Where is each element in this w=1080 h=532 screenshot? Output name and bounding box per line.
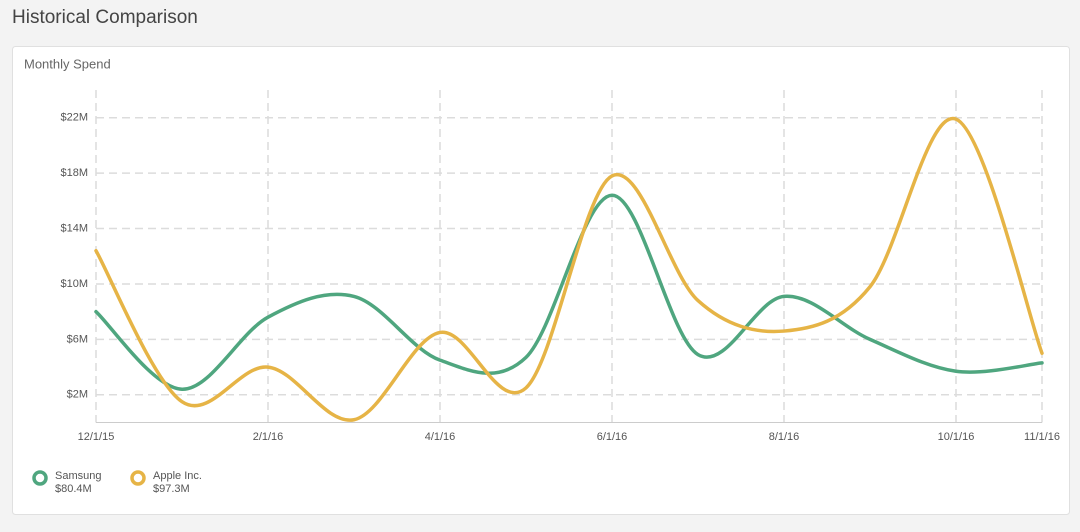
page-title: Historical Comparison [12,7,198,28]
legend-marker [130,470,146,486]
legend-marker [32,470,48,486]
y-tick-label: $22M [60,112,88,124]
series-line [94,117,1044,422]
x-tick-label: 4/1/16 [425,431,456,443]
x-tick-label: 10/1/16 [938,431,975,443]
legend: Samsung$80.4M Apple Inc.$97.3M [32,470,202,495]
legend-total: $97.3M [153,483,190,495]
y-tick-label: $10M [60,278,88,290]
x-tick-label: 11/1/16 [1024,431,1060,443]
y-tick-label: $6M [67,333,88,345]
x-tick-label: 8/1/16 [769,431,800,443]
x-tick-label: 6/1/16 [597,431,628,443]
grid: $2M $6M $10M $14M $18M $22M 12/1/15 2/1/16 4/1/1… [60,90,1060,443]
series-line [94,193,1044,392]
plot [94,117,1044,422]
y-tick-label: $2M [67,389,88,401]
legend-label: Apple Inc. [153,470,202,482]
y-tick-label: $18M [60,167,88,179]
panel [12,46,1070,515]
legend-total: $80.4M [55,483,92,495]
y-tick-label: $14M [60,222,88,234]
chart-title: Monthly Spend [24,56,111,71]
x-tick-label: 12/1/15 [78,431,115,443]
x-tick-label: 2/1/16 [253,431,284,443]
legend-label: Samsung [55,470,101,482]
